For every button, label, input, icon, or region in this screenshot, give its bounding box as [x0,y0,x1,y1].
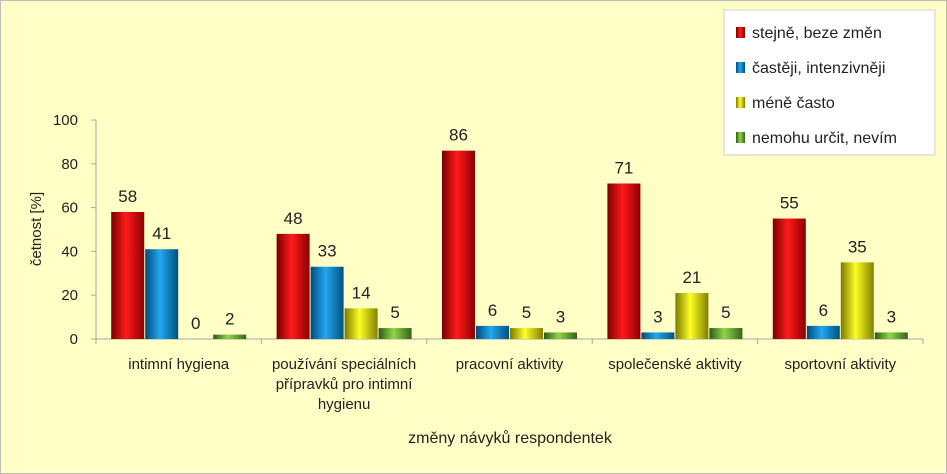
bar [641,332,675,339]
data-label: 14 [352,283,371,302]
data-label: 48 [284,209,303,228]
data-label: 3 [556,307,565,326]
y-tick-label: 60 [61,200,78,217]
bar [213,334,247,339]
legend: stejně, beze změn častěji, intenzivněji mé… [723,9,936,156]
bar [442,150,475,339]
bar [310,266,344,339]
data-label: 21 [682,268,701,287]
data-label: 6 [488,301,497,320]
bar [344,308,378,339]
bar [510,328,543,339]
bar [675,293,709,339]
bar [276,233,310,339]
legend-label: častěji, intenzivněji [752,60,885,77]
data-label: 2 [225,310,234,329]
data-label: 71 [614,159,633,178]
legend-swatch [736,97,745,108]
data-label: 6 [819,301,828,320]
data-label: 58 [118,187,137,206]
legend-swatch [736,132,745,143]
bars [111,150,908,339]
x-tick-label: společenské aktivity [608,356,742,373]
legend-label: méně často [752,95,835,112]
data-label: 55 [780,194,799,213]
data-label: 41 [152,224,171,243]
legend-label: stejně, beze změn [752,25,882,42]
bar [709,328,743,339]
y-tick-label: 100 [53,112,78,129]
data-label: 3 [887,307,896,326]
data-label: 0 [191,314,200,333]
y-axis: 0 20 40 60 80 100 [53,112,97,348]
legend-swatch [736,62,745,73]
y-tick-label: 40 [61,243,78,260]
y-tick-label: 80 [61,156,78,173]
x-tick-label: intimní hygiena [128,356,230,373]
x-tick-label: pracovní aktivity [456,356,564,373]
data-label: 3 [653,307,662,326]
data-label: 5 [522,303,531,322]
data-label: 33 [318,242,337,261]
bar [840,262,874,339]
x-axis-title: změny návyků respondentek [408,429,613,447]
data-label: 86 [449,126,468,145]
legend-label: nemohu určit, nevím [752,130,897,147]
bar [772,218,806,339]
data-label: 5 [390,303,399,322]
bar [607,183,641,339]
y-tick-label: 0 [70,331,78,348]
bar [378,328,412,339]
legend-box [723,9,936,156]
x-tick-label: používání speciálních přípravků pro intim… [272,356,416,413]
data-label: 35 [848,237,867,256]
legend-swatch [736,27,745,38]
bar [874,332,908,339]
bar [806,325,840,339]
bar [111,211,145,339]
bar [544,332,577,339]
bar [476,325,509,339]
bar [145,249,179,339]
y-axis-title: četnost [%] [28,192,45,266]
x-tick-label: sportovní aktivity [784,356,896,373]
data-label: 5 [721,303,730,322]
y-tick-label: 20 [61,287,78,304]
